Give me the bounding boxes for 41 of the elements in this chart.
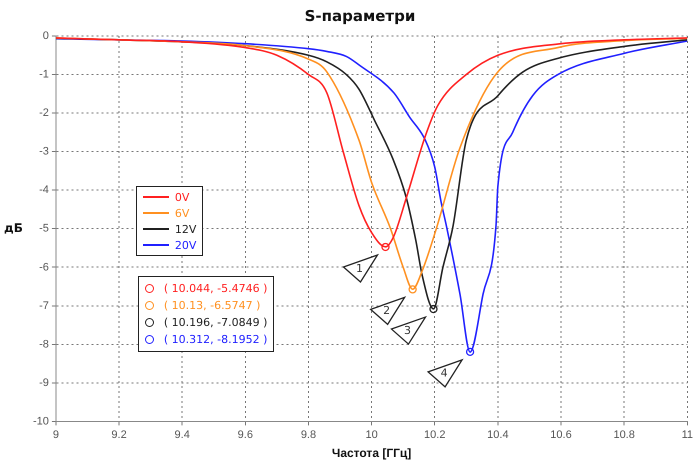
x-tick-label: 10.6 bbox=[550, 429, 572, 442]
x-tick-label: 9.2 bbox=[111, 429, 127, 442]
x-tick-label: 9.4 bbox=[174, 429, 190, 442]
y-tick-label: -4 bbox=[39, 184, 49, 196]
annotation: ( 10.196, -7.0849 ) bbox=[164, 316, 268, 329]
y-tick-label: -9 bbox=[39, 376, 49, 389]
annotation: ( 10.312, -8.1952 ) bbox=[164, 333, 268, 346]
annotation: ( 10.044, -5.4746 ) bbox=[164, 282, 268, 295]
point bbox=[408, 285, 417, 294]
annotation: 4 bbox=[440, 366, 448, 380]
x-tick-label: 10.8 bbox=[613, 429, 635, 442]
annotation: ( 10.13, -6.5747 ) bbox=[164, 299, 260, 312]
x-tick-label: 9 bbox=[52, 429, 59, 442]
y-tick-label: -6 bbox=[39, 261, 49, 274]
point bbox=[466, 348, 474, 356]
y-axis-title: дБ bbox=[4, 220, 23, 235]
y-tick-label: -7 bbox=[39, 300, 49, 312]
x-tick-label: 10.2 bbox=[424, 429, 446, 442]
y-tick-label: -2 bbox=[39, 107, 49, 120]
y-tick-label: -1 bbox=[39, 68, 49, 81]
annotation: 1 bbox=[356, 262, 363, 275]
legend-label: 20V bbox=[174, 238, 196, 252]
point bbox=[429, 304, 438, 314]
annotation: 3 bbox=[404, 324, 411, 337]
y-tick-label: -5 bbox=[39, 222, 49, 235]
x-tick-label: 10.4 bbox=[487, 429, 509, 442]
x-axis-title: Частота [ГГц] bbox=[332, 446, 412, 460]
legend-label: 0V bbox=[174, 190, 190, 204]
legend-label: 12V bbox=[174, 222, 196, 236]
x-tick-label: 9.8 bbox=[300, 429, 316, 442]
y-tick-label: -10 bbox=[32, 415, 49, 428]
y-tick-label: -8 bbox=[39, 338, 49, 350]
y-tick-label: 0 bbox=[42, 30, 49, 42]
annotation: 2 bbox=[383, 304, 390, 318]
point bbox=[381, 242, 390, 252]
y-tick-label: -3 bbox=[39, 146, 49, 158]
legend-label: 6V bbox=[174, 206, 190, 220]
x-tick-label: 10 bbox=[365, 429, 378, 442]
chart-title: S-параметри bbox=[304, 6, 416, 25]
x-tick-label: 9.6 bbox=[238, 429, 253, 442]
x-tick-label: 11 bbox=[682, 429, 693, 442]
